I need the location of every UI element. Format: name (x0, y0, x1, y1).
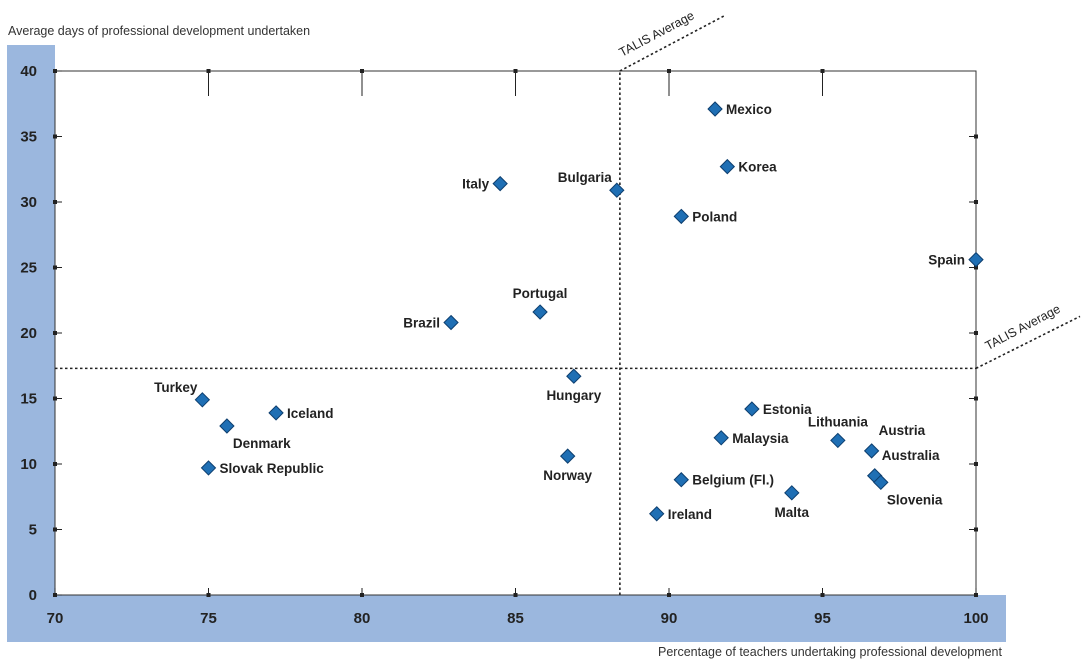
data-point-label: Hungary (546, 388, 601, 403)
x-tick-marker (820, 593, 825, 597)
x-tick-top-marker (667, 69, 671, 73)
x-tick-top-marker (513, 69, 518, 73)
y-tick-right-marker (974, 527, 978, 532)
x-tick-label: 70 (47, 610, 64, 627)
data-point-marker (673, 208, 689, 225)
data-point-label: Brazil (403, 316, 440, 331)
x-axis-label: Percentage of teachers undertaking profe… (658, 645, 1002, 659)
data-point-label: Norway (543, 468, 592, 483)
y-tick-right-marker (974, 462, 978, 466)
y-tick-label: 30 (20, 194, 37, 211)
data-point-marker (968, 251, 984, 268)
data-point-label: Portugal (513, 286, 568, 301)
y-tick-label: 25 (20, 260, 37, 277)
data-point-label: Denmark (233, 436, 291, 451)
data-point-label: Austria (879, 423, 926, 438)
x-tick-top-marker (206, 69, 211, 73)
data-point-marker (219, 418, 235, 434)
data-point-marker (744, 401, 760, 417)
data-point-label: Turkey (154, 380, 198, 395)
data-point-marker (443, 314, 459, 331)
x-tick-label: 100 (963, 610, 988, 627)
data-point-label: Italy (462, 177, 490, 192)
y-tick-label: 0 (29, 587, 37, 604)
y-tick-marker (53, 265, 57, 270)
y-tick-label: 15 (20, 391, 37, 408)
data-point-marker (566, 368, 582, 384)
data-point-marker (268, 405, 284, 421)
y-tick-marker (53, 527, 57, 532)
data-point-marker (559, 448, 576, 464)
data-point-label: Malaysia (732, 431, 789, 446)
data-point-label: Spain (928, 253, 965, 268)
x-tick-marker (206, 593, 211, 597)
data-point-marker (532, 304, 548, 320)
y-tick-marker (53, 69, 57, 73)
data-point-label: Lithuania (808, 414, 868, 429)
y-axis-band (7, 45, 55, 642)
y-axis-label: Average days of professional development… (8, 24, 311, 38)
y-tick-label: 10 (20, 456, 37, 473)
data-point-marker (873, 474, 889, 491)
data-point-label: Poland (692, 209, 737, 224)
x-tick-marker (360, 593, 364, 597)
data-point-label: Mexico (726, 102, 772, 117)
y-tick-marker (53, 200, 57, 204)
x-tick-label: 75 (200, 610, 217, 627)
y-tick-right-marker (974, 396, 978, 401)
data-point-label: Slovenia (887, 492, 943, 507)
y-tick-marker (53, 331, 57, 335)
data-point-marker (863, 443, 880, 459)
x-tick-label: 95 (814, 610, 831, 627)
y-tick-right-marker (974, 265, 978, 270)
y-tick-marker (53, 396, 57, 401)
data-point-marker (492, 175, 508, 192)
x-tick-label: 80 (354, 610, 371, 627)
y-tick-label: 35 (20, 129, 37, 146)
x-tick-top-marker (820, 69, 825, 73)
plot-frame (54, 70, 977, 596)
data-point-marker (830, 432, 846, 449)
y-tick-right-marker (974, 200, 978, 204)
data-point-label: Korea (738, 160, 777, 175)
data-point-label: Malta (775, 505, 810, 520)
data-point-marker (194, 392, 211, 408)
data-point-marker (707, 101, 723, 117)
x-tick-label: 90 (661, 610, 678, 627)
y-tick-right-marker (974, 331, 978, 335)
y-tick-marker (53, 134, 57, 139)
data-point-marker (609, 182, 625, 198)
x-tick-label: 85 (507, 610, 524, 627)
data-point-label: Australia (882, 448, 940, 463)
y-tick-label: 40 (20, 63, 37, 80)
data-point-label: Bulgaria (558, 170, 613, 185)
data-point-marker (784, 485, 800, 501)
x-tick-marker (667, 593, 671, 597)
y-tick-marker (53, 593, 57, 597)
x-tick-top-marker (360, 69, 364, 73)
data-point-marker (673, 472, 689, 488)
data-point-marker (713, 430, 729, 446)
y-reference-leader (975, 315, 1081, 370)
data-point-marker (719, 158, 736, 175)
data-point-label: Ireland (668, 507, 712, 522)
y-tick-label: 20 (20, 325, 37, 342)
data-point-marker (649, 506, 665, 522)
y-tick-right-marker (974, 134, 978, 139)
y-tick-marker (53, 462, 57, 466)
data-point-label: Belgium (Fl.) (692, 473, 774, 488)
data-point-label: Slovak Republic (220, 461, 325, 476)
x-tick-marker (513, 593, 518, 597)
x-tick-marker (974, 593, 978, 597)
data-point-label: Estonia (763, 402, 812, 417)
x-axis-band (7, 595, 1006, 642)
data-point-marker (200, 460, 217, 476)
data-point-label: Iceland (287, 406, 334, 421)
y-tick-label: 5 (29, 522, 37, 539)
